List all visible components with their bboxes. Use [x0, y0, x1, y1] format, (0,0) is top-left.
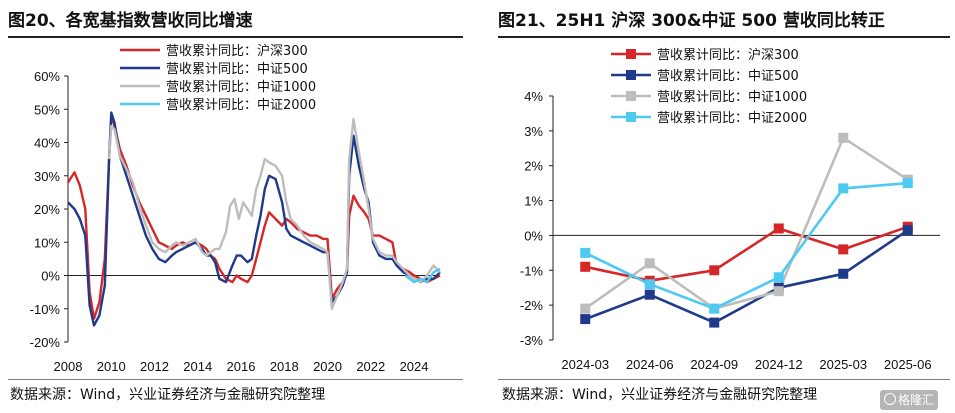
- left-x-tick-label: 2008: [54, 359, 83, 374]
- left-series-line-0: [66, 114, 441, 320]
- right-y-tick-label: 2%: [524, 159, 543, 174]
- right-series-marker-3: [773, 272, 784, 283]
- left-legend-label: 营收累计同比：中证2000: [166, 98, 316, 113]
- left-series-line-1: [67, 111, 441, 327]
- right-series-marker-2: [773, 286, 784, 297]
- left-legend-label: 营收累计同比：中证1000: [166, 80, 316, 95]
- left-title-rule: [8, 36, 463, 38]
- watermark-text: 格隆汇: [898, 393, 935, 407]
- right-legend-swatch-marker: [626, 112, 636, 122]
- left-y-tick-label: 60%: [34, 69, 60, 84]
- right-line-chart: 4% 3% 2% 1% 0% -1% -2% -3% 2024-03 2024-06 2024-09…: [520, 47, 940, 372]
- right-y-tick-label: -3%: [520, 333, 544, 348]
- left-chart-title: 图20、各宽基指数营收同比增速: [8, 11, 253, 31]
- right-series-marker-2: [838, 132, 849, 143]
- right-series-marker-3: [644, 279, 655, 290]
- right-x-tick-label: 2024-09: [690, 357, 738, 372]
- right-series-marker-2: [644, 258, 655, 269]
- right-series-marker-3: [709, 303, 720, 314]
- watermark-badge: 格隆汇: [880, 390, 939, 410]
- right-series-marker-3: [902, 178, 913, 189]
- left-x-tick-label: 2012: [140, 359, 169, 374]
- left-source-note: 数据来源：Wind，兴业证券经济与金融研究院整理: [10, 387, 326, 403]
- right-y-tick-label: 3%: [524, 124, 543, 139]
- right-x-tick-label: 2024-06: [626, 357, 674, 372]
- left-y-tick-label: 50%: [34, 102, 60, 117]
- right-series-marker-3: [580, 247, 591, 258]
- right-series-marker-0: [838, 244, 849, 255]
- left-x-tick-label: 2022: [356, 359, 385, 374]
- right-y-tick-label: 1%: [524, 194, 543, 209]
- right-series-line-1: [584, 229, 909, 324]
- left-legend: 营收累计同比：沪深300 营收累计同比：中证500 营收累计同比：中证1000 营收累…: [120, 43, 316, 113]
- left-x-tick-label: 2010: [97, 359, 126, 374]
- left-x-tick-label: 2014: [183, 359, 212, 374]
- right-legend: 营收累计同比：沪深300 营收累计同比：中证500 营收累计同比：中证1000 营收累…: [611, 47, 807, 126]
- right-series-marker-1: [838, 268, 849, 279]
- right-x-tick-label: 2025-03: [819, 357, 867, 372]
- right-source-note: 数据来源：Wind，兴业证券经济与金融研究院整理: [502, 387, 818, 403]
- right-title-rule: [498, 36, 950, 38]
- left-x-tick-label: 2016: [227, 359, 256, 374]
- right-series-marker-3: [838, 183, 849, 194]
- right-series-marker-1: [580, 314, 591, 325]
- right-legend-swatch-marker: [626, 49, 636, 59]
- right-y-tick-label: 4%: [524, 89, 543, 104]
- right-x-tick-label: 2024-03: [561, 357, 609, 372]
- right-legend-label: 营收累计同比：中证1000: [657, 90, 807, 105]
- left-legend-label: 营收累计同比：沪深300: [166, 43, 308, 59]
- right-chart-title: 图21、25H1 沪深 300&中证 500 营收同比转正: [498, 11, 885, 31]
- right-series-marker-0: [709, 265, 720, 276]
- left-y-tick-label: 40%: [34, 136, 60, 151]
- left-legend-label: 营收累计同比：中证500: [166, 62, 308, 77]
- right-y-tick-label: -2%: [520, 298, 544, 313]
- right-legend-label: 营收累计同比：中证2000: [657, 111, 807, 126]
- right-series-marker-1: [902, 225, 913, 236]
- left-source-rule: [8, 379, 463, 380]
- right-series-marker-0: [773, 223, 784, 234]
- right-legend-swatch-marker: [626, 91, 636, 101]
- left-y-tick-label: -20%: [30, 335, 61, 350]
- right-legend-label: 营收累计同比：沪深300: [657, 47, 799, 63]
- left-series-line-2: [107, 118, 441, 310]
- right-series-marker-1: [709, 317, 720, 328]
- right-x-tick-label: 2024-12: [755, 357, 803, 372]
- left-x-tick-label: 2020: [313, 359, 342, 374]
- right-y-tick-label: -1%: [520, 263, 544, 278]
- left-line-chart: 60% 50% 40% 30% 20% 10% 0% -10% -20% 2008 2010 2012…: [30, 43, 441, 374]
- right-series-line-0: [585, 225, 909, 282]
- right-source-rule: [498, 379, 950, 380]
- left-y-tick-label: 0%: [41, 269, 60, 284]
- right-series-marker-2: [580, 303, 591, 314]
- right-series-marker-0: [580, 261, 591, 272]
- left-y-tick-label: 30%: [34, 169, 60, 184]
- left-y-tick-label: 20%: [34, 202, 60, 217]
- right-series-marker-1: [644, 289, 655, 300]
- left-series-line-3: [404, 267, 441, 284]
- left-x-tick-label: 2018: [270, 359, 299, 374]
- right-legend-swatch-marker: [626, 70, 636, 80]
- right-y-tick-label: 0%: [524, 228, 543, 243]
- left-y-tick-label: 10%: [34, 235, 60, 250]
- right-x-tick-label: 2025-06: [884, 357, 932, 372]
- right-series-line-2: [584, 136, 909, 310]
- left-y-tick-label: -10%: [30, 302, 61, 317]
- right-legend-label: 营收累计同比：中证500: [657, 69, 799, 84]
- right-series-line-3: [584, 181, 908, 310]
- left-x-tick-label: 2024: [400, 359, 429, 374]
- watermark-icon: [884, 393, 896, 405]
